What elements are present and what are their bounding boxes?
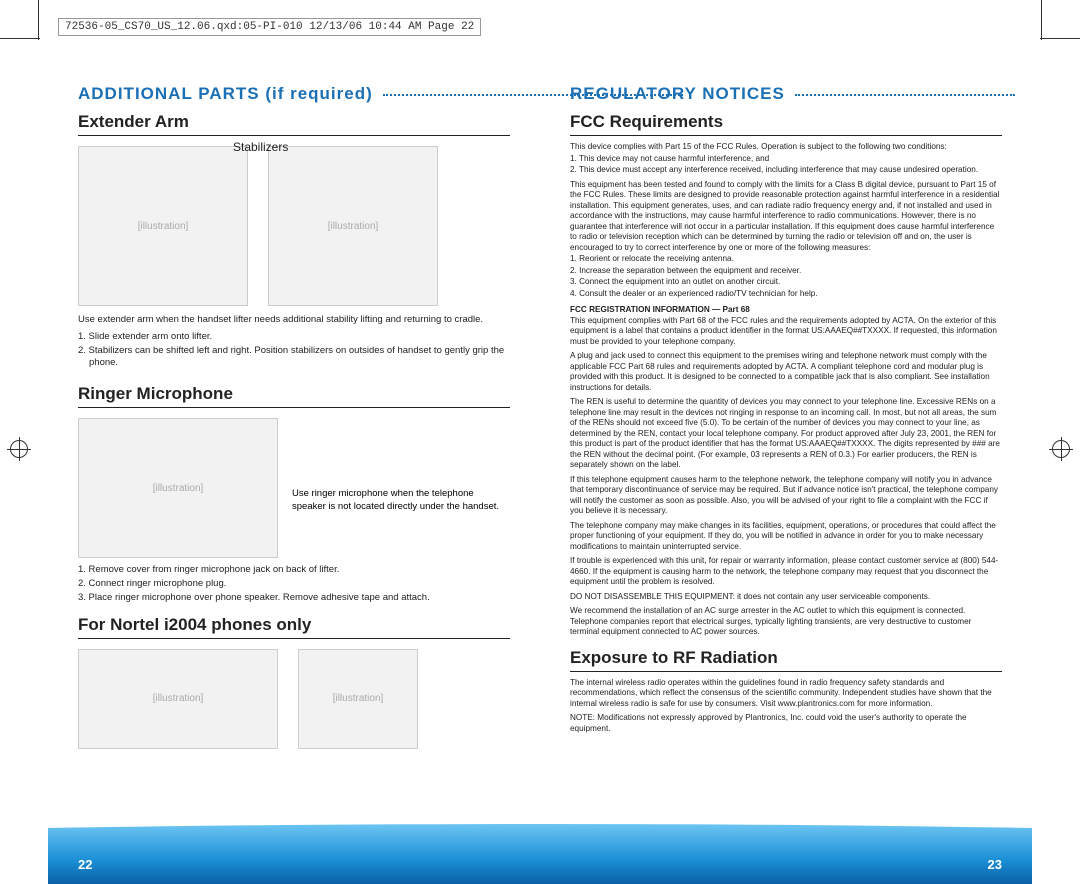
subheading-ringer-microphone: Ringer Microphone [78,384,510,408]
fcc-p2-4: 4. Consult the dealer or an experienced … [570,289,1002,300]
rf-p2: NOTE: Modifications not expressly approv… [570,713,1002,734]
fcc-p5: The REN is useful to determine the quant… [570,397,1002,471]
rf-p1: The internal wireless radio operates wit… [570,678,1002,710]
ringer-step-1: 1. Remove cover from ringer microphone j… [78,564,510,577]
fcc-p2-2: 2. Increase the separation between the e… [570,266,1002,277]
fcc-p3: This equipment complies with Part 68 of … [570,316,1002,348]
ringer-caption: Use ringer microphone when the telephone… [292,488,510,514]
fcc-p8: If trouble is experienced with this unit… [570,556,1002,588]
page-number-right: 23 [988,857,1002,872]
registration-mark-icon [10,440,28,458]
fcc-p1-1: 1. This device may not cause harmful int… [570,154,1002,165]
print-header: 72536-05_CS70_US_12.06.qxd:05-PI-010 12/… [58,18,481,36]
subheading-extender-arm: Extender Arm [78,112,510,136]
registration-mark-icon [1052,440,1070,458]
extender-step-1: 1. Slide extender arm onto lifter. [78,331,510,344]
extender-intro: Use extender arm when the handset lifter… [78,314,510,327]
ringer-microphone-illustration: [illustration] [78,418,278,558]
fcc-p2-3: 3. Connect the equipment into an outlet … [570,277,1002,288]
fcc-p9: DO NOT DISASSEMBLE THIS EQUIPMENT: it do… [570,592,1002,603]
fcc-p1-2: 2. This device must accept any interfere… [570,165,1002,176]
subheading-nortel: For Nortel i2004 phones only [78,615,510,639]
stabilizers-label: Stabilizers [233,140,288,154]
extender-arm-illustration-2: [illustration] [268,146,438,306]
nortel-illustration-1: [illustration] [78,649,278,749]
fcc-p7: The telephone company may make changes i… [570,521,1002,553]
nortel-illustration-2: [illustration] [298,649,418,749]
ringer-step-3: 3. Place ringer microphone over phone sp… [78,592,510,605]
extender-step-2: 2. Stabilizers can be shifted left and r… [78,345,510,371]
footer-wave-graphic [48,824,1032,884]
section-title-regulatory: REGULATORY NOTICES [570,84,1002,104]
section-title-additional-parts: ADDITIONAL PARTS (if required) [78,84,510,104]
ringer-step-2: 2. Connect ringer microphone plug. [78,578,510,591]
page-number-left: 22 [78,857,92,872]
fcc-reg-heading: FCC REGISTRATION INFORMATION — Part 68 [570,305,1002,316]
fcc-p6: If this telephone equipment causes harm … [570,475,1002,517]
fcc-p4: A plug and jack used to connect this equ… [570,351,1002,393]
fcc-p10: We recommend the installation of an AC s… [570,606,1002,638]
extender-arm-illustration-1: [illustration] [78,146,248,306]
subheading-fcc-requirements: FCC Requirements [570,112,1002,136]
fcc-p2: This equipment has been tested and found… [570,180,1002,254]
fcc-p2-1: 1. Reorient or relocate the receiving an… [570,254,1002,265]
subheading-rf-exposure: Exposure to RF Radiation [570,648,1002,672]
fcc-p1: This device complies with Part 15 of the… [570,142,1002,153]
